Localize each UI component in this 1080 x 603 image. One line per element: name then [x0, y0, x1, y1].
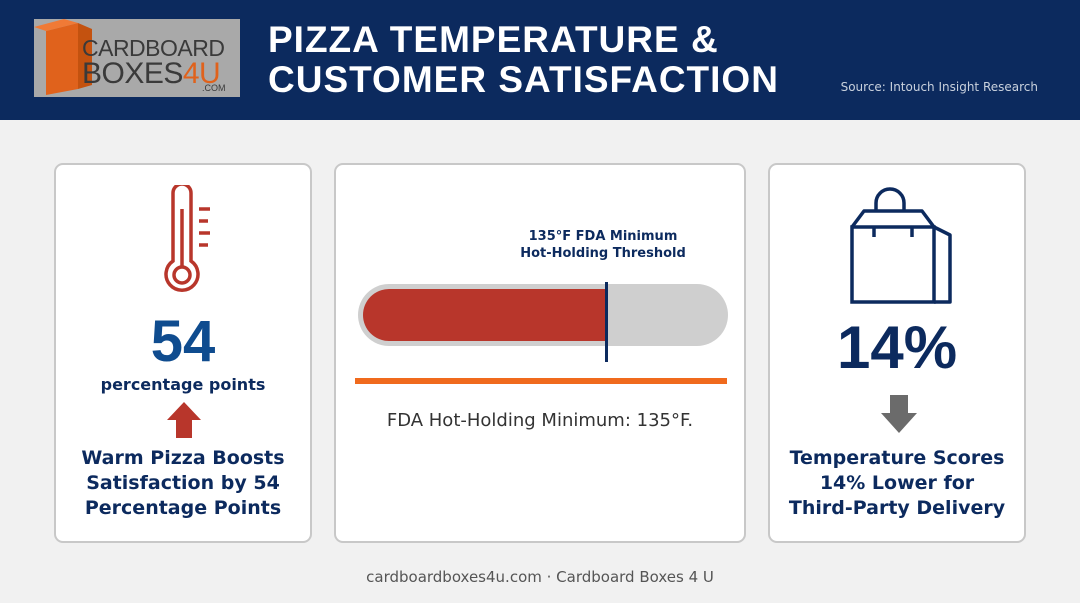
- third-party-delivery-card: 14% Temperature Scores 14% Lower for Thi…: [768, 163, 1026, 543]
- threshold-marker-label: 135°F FDA Minimum Hot-Holding Threshold: [496, 228, 710, 262]
- warm-pizza-card: 54 percentage points Warm Pizza Boosts S…: [54, 163, 312, 543]
- arrow-up-icon: [167, 402, 201, 438]
- caption-line: Warm Pizza Boosts: [81, 447, 285, 469]
- temperature-gauge: [358, 282, 728, 362]
- title-line1: PIZZA TEMPERATURE &: [268, 19, 719, 60]
- page-title: PIZZA TEMPERATURE & CUSTOMER SATISFACTIO…: [268, 20, 779, 100]
- box-logo-icon: [34, 19, 92, 95]
- caption-line: 14% Lower for: [819, 472, 975, 494]
- arrow-down-icon: [881, 395, 917, 433]
- threshold-marker-line: [605, 282, 608, 362]
- gauge-fill: [363, 289, 606, 341]
- title-line2: CUSTOMER SATISFACTION: [268, 59, 779, 100]
- header-banner: CARDBOARD BOXES4U .COM PIZZA TEMPERATURE…: [0, 0, 1080, 120]
- logo-text-line3: .COM: [202, 83, 226, 93]
- thermometer-icon: [164, 185, 210, 292]
- fda-threshold-card: 135°F FDA Minimum Hot-Holding Threshold …: [334, 163, 746, 543]
- shopping-bag-icon: [850, 187, 952, 304]
- caption-line: Temperature Scores: [789, 447, 1005, 469]
- logo-text-line2: BOXES4U: [82, 57, 221, 90]
- points-unit-label: percentage points: [100, 375, 266, 394]
- marker-label-line: Hot-Holding Threshold: [520, 246, 686, 261]
- caption-line: Percentage Points: [84, 497, 282, 519]
- logo-text-line1: CARDBOARD: [82, 35, 225, 61]
- company-logo[interactable]: CARDBOARD BOXES4U .COM: [34, 19, 240, 97]
- logo-accent: 4U: [182, 57, 221, 90]
- caption-line: Satisfaction by 54: [86, 472, 280, 494]
- marker-label-line: 135°F FDA Minimum: [528, 229, 678, 244]
- delivery-temperature-drop-value: 14%: [836, 314, 958, 381]
- footer-credit: cardboardboxes4u.com · Cardboard Boxes 4…: [366, 568, 714, 586]
- satisfaction-points-value: 54: [150, 309, 216, 374]
- caption-line: Third-Party Delivery: [788, 497, 1006, 519]
- source-note: Source: Intouch Insight Research: [840, 80, 1038, 94]
- fda-minimum-caption: FDA Hot-Holding Minimum: 135°F.: [386, 410, 694, 431]
- delivery-caption: Temperature Scores 14% Lower for Third-P…: [770, 446, 1024, 521]
- orange-divider: [355, 378, 727, 384]
- warm-pizza-caption: Warm Pizza Boosts Satisfaction by 54 Per…: [56, 446, 310, 521]
